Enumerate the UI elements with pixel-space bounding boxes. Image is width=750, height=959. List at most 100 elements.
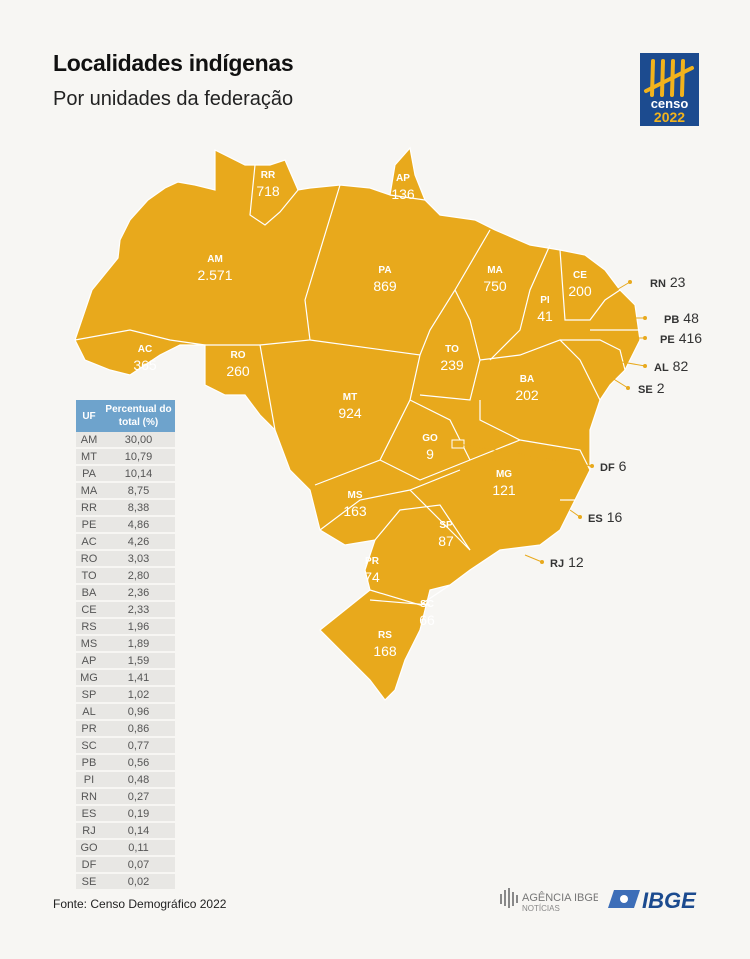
table-row: TO 2,80 (76, 567, 175, 585)
callout-dot (578, 515, 582, 519)
state-value-ap: 136 (391, 186, 415, 202)
callout-pb: PB 48 (664, 310, 699, 326)
table-row: CE 2,33 (76, 601, 175, 619)
state-value-ba: 202 (515, 387, 539, 403)
table-row: MS 1,89 (76, 635, 175, 653)
table-row: AC 4,26 (76, 533, 175, 551)
source-note: Fonte: Censo Demográfico 2022 (53, 897, 227, 911)
state-label-to: TO (445, 344, 459, 355)
state-label-sc: SC (420, 599, 434, 610)
percent-cell: 0,77 (102, 737, 175, 755)
percent-cell: 1,96 (102, 618, 175, 636)
state-value-ro: 260 (226, 363, 250, 379)
percent-cell: 8,75 (102, 482, 175, 500)
callout-al: AL 82 (654, 358, 688, 374)
state-label-ce: CE (573, 270, 587, 281)
state-label-pi: PI (540, 295, 550, 306)
percent-cell: 0,11 (102, 839, 175, 857)
state-value-mg: 121 (492, 482, 516, 498)
uf-cell: PA (76, 465, 102, 483)
percent-cell: 0,86 (102, 720, 175, 738)
callout-pe: PE 416 (660, 330, 702, 346)
state-value-rr: 718 (256, 183, 280, 199)
state-value-ac: 365 (133, 357, 157, 373)
percent-cell: 10,14 (102, 465, 175, 483)
table-row: SE 0,02 (76, 873, 175, 891)
callout-rn: RN 23 (650, 274, 686, 290)
callout-line-al (621, 361, 646, 367)
state-value-go: 9 (426, 446, 434, 462)
state-label-go: GO (422, 433, 438, 444)
agencia-ibge-logo: AGÊNCIA IBGE NOTÍCIAS (498, 886, 600, 919)
state-label-ro: RO (231, 350, 246, 361)
state-label-mt: MT (343, 392, 357, 403)
percent-cell: 0,19 (102, 805, 175, 823)
percent-table: UF Percentual do total (%) AM 30,00 MT 10,7… (76, 400, 175, 891)
callout-es: ES 16 (588, 509, 622, 525)
percent-cell: 30,00 (102, 432, 175, 449)
state-label-ap: AP (396, 173, 410, 184)
percent-cell: 8,38 (102, 499, 175, 517)
percent-cell: 2,36 (102, 584, 175, 602)
uf-cell: SP (76, 686, 102, 704)
uf-cell: CE (76, 601, 102, 619)
state-label-rr: RR (261, 170, 276, 181)
state-value-rs: 168 (373, 643, 397, 659)
state-label-pa: PA (378, 265, 391, 276)
uf-cell: MG (76, 669, 102, 687)
callout-df: DF 6 (600, 458, 627, 474)
state-value-mt: 924 (338, 405, 362, 421)
table-row: PE 4,86 (76, 516, 175, 534)
percent-cell: 1,41 (102, 669, 175, 687)
state-label-ms: MS (348, 490, 363, 501)
uf-cell: RR (76, 499, 102, 517)
uf-cell: PE (76, 516, 102, 534)
percent-cell: 10,79 (102, 448, 175, 466)
state-label-sp: SP (439, 520, 453, 531)
table-row: DF 0,07 (76, 856, 175, 874)
uf-cell: PR (76, 720, 102, 738)
percent-cell: 0,56 (102, 754, 175, 772)
percent-cell: 4,26 (102, 533, 175, 551)
state-value-sp: 87 (438, 533, 454, 549)
state-label-ma: MA (487, 265, 503, 276)
state-value-to: 239 (440, 357, 464, 373)
uf-cell: ES (76, 805, 102, 823)
percent-cell: 0,27 (102, 788, 175, 806)
table-row: ES 0,19 (76, 805, 175, 823)
callout-dot (628, 280, 632, 284)
uf-cell: MT (76, 448, 102, 466)
table-row: GO 0,11 (76, 839, 175, 857)
percent-cell: 1,02 (102, 686, 175, 704)
svg-text:IBGE: IBGE (642, 888, 697, 913)
table-row: SC 0,77 (76, 737, 175, 755)
callout-line-se (611, 377, 629, 389)
callout-dot (643, 336, 647, 340)
state-value-ce: 200 (568, 283, 592, 299)
state-label-pr: PR (365, 556, 380, 567)
state-value-sc: 66 (419, 612, 435, 628)
state-value-ms: 163 (343, 503, 367, 519)
percent-cell: 0,07 (102, 856, 175, 874)
percent-cell: 0,48 (102, 771, 175, 789)
svg-text:AGÊNCIA IBGE: AGÊNCIA IBGE (522, 891, 598, 904)
table-row: MT 10,79 (76, 448, 175, 466)
uf-cell: AL (76, 703, 102, 721)
percent-cell: 3,03 (102, 550, 175, 568)
uf-cell: DF (76, 856, 102, 874)
callout-dot (643, 316, 647, 320)
uf-cell: MS (76, 635, 102, 653)
table-row: RS 1,96 (76, 618, 175, 636)
uf-cell: AC (76, 533, 102, 551)
table-row: MA 8,75 (76, 482, 175, 500)
state-label-ac: AC (138, 344, 152, 355)
callout-line-rj (524, 554, 543, 563)
table-row: RR 8,38 (76, 499, 175, 517)
uf-cell: MA (76, 482, 102, 500)
state-label-ba: BA (520, 374, 534, 385)
uf-cell: RN (76, 788, 102, 806)
censo-2022-logo: censo 2022 (640, 53, 699, 126)
table-row: RJ 0,14 (76, 822, 175, 840)
